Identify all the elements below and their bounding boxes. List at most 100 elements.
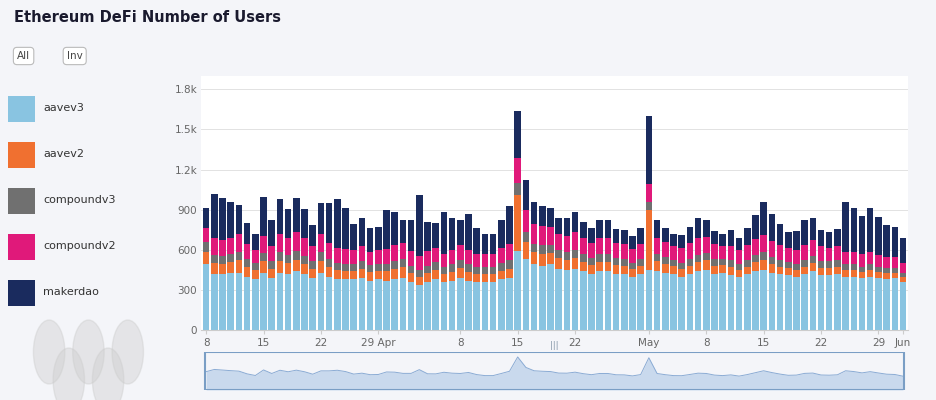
Bar — [260, 272, 267, 330]
Bar — [834, 266, 841, 274]
Bar — [424, 282, 431, 330]
Bar — [753, 271, 759, 330]
Bar — [375, 250, 382, 264]
Bar — [687, 274, 694, 330]
Bar — [441, 282, 447, 330]
Bar — [350, 270, 357, 279]
Bar — [826, 275, 832, 330]
Bar — [301, 264, 308, 274]
Bar — [203, 208, 210, 228]
Bar — [810, 263, 816, 271]
Bar — [744, 266, 751, 274]
Bar — [899, 277, 906, 282]
Bar — [441, 254, 447, 267]
Bar — [465, 264, 472, 272]
Bar — [293, 251, 300, 260]
Bar — [753, 262, 759, 271]
Bar — [703, 260, 709, 270]
Bar — [572, 250, 578, 258]
Bar — [277, 234, 284, 252]
Bar — [408, 251, 415, 266]
Bar — [465, 272, 472, 280]
Bar — [391, 245, 398, 261]
Bar — [490, 254, 496, 267]
Bar — [736, 264, 742, 270]
Bar — [801, 266, 808, 274]
Bar — [753, 255, 759, 262]
Bar — [711, 274, 718, 330]
Bar — [474, 282, 480, 330]
Bar — [416, 276, 422, 284]
Bar — [613, 258, 620, 265]
Bar — [424, 273, 431, 282]
Bar — [227, 202, 234, 238]
Bar — [793, 270, 799, 276]
Bar — [515, 183, 521, 195]
Bar — [391, 279, 398, 330]
FancyBboxPatch shape — [7, 188, 36, 214]
Bar — [818, 261, 825, 268]
FancyBboxPatch shape — [7, 234, 36, 260]
Circle shape — [112, 320, 143, 384]
Bar — [416, 256, 422, 270]
Bar — [687, 227, 694, 243]
Bar — [785, 248, 792, 262]
Bar — [810, 218, 816, 240]
Bar — [810, 256, 816, 263]
Bar — [416, 284, 422, 330]
Bar — [212, 238, 218, 255]
Bar — [555, 258, 562, 268]
Bar — [899, 263, 906, 273]
Bar — [343, 279, 349, 330]
Bar — [408, 282, 415, 330]
Bar — [646, 202, 652, 210]
Bar — [260, 197, 267, 236]
Bar — [400, 267, 406, 278]
Bar — [457, 260, 463, 268]
Bar — [301, 209, 308, 238]
Bar — [269, 261, 275, 268]
Bar — [851, 252, 857, 264]
Bar — [367, 252, 373, 265]
Bar — [834, 274, 841, 330]
Bar — [219, 198, 226, 240]
Bar — [653, 254, 660, 261]
Bar — [793, 276, 799, 330]
Bar — [334, 199, 341, 248]
Bar — [875, 266, 882, 272]
Bar — [285, 255, 291, 263]
Bar — [563, 252, 570, 260]
FancyBboxPatch shape — [7, 142, 36, 168]
Bar — [260, 236, 267, 253]
Bar — [580, 262, 587, 271]
Bar — [205, 352, 904, 390]
Bar — [637, 266, 644, 274]
Text: makerdao: makerdao — [43, 287, 99, 297]
Bar — [679, 235, 685, 248]
Bar — [506, 268, 513, 278]
Bar — [580, 271, 587, 330]
Bar — [343, 249, 349, 264]
Bar — [269, 220, 275, 246]
Bar — [490, 274, 496, 282]
Bar — [350, 279, 357, 330]
Bar — [555, 268, 562, 330]
Bar — [555, 218, 562, 234]
Bar — [842, 270, 849, 276]
Bar — [662, 257, 668, 264]
Bar — [317, 272, 324, 330]
Bar — [498, 270, 505, 279]
Bar — [548, 227, 554, 245]
Bar — [572, 258, 578, 268]
Bar — [408, 220, 415, 251]
Bar — [588, 265, 594, 274]
Bar — [670, 246, 677, 260]
Bar — [785, 275, 792, 330]
Bar — [720, 234, 726, 246]
Bar — [596, 262, 603, 271]
Bar — [474, 274, 480, 282]
Bar — [884, 257, 890, 268]
Bar — [596, 271, 603, 330]
Bar — [744, 228, 751, 245]
Bar — [621, 259, 627, 266]
